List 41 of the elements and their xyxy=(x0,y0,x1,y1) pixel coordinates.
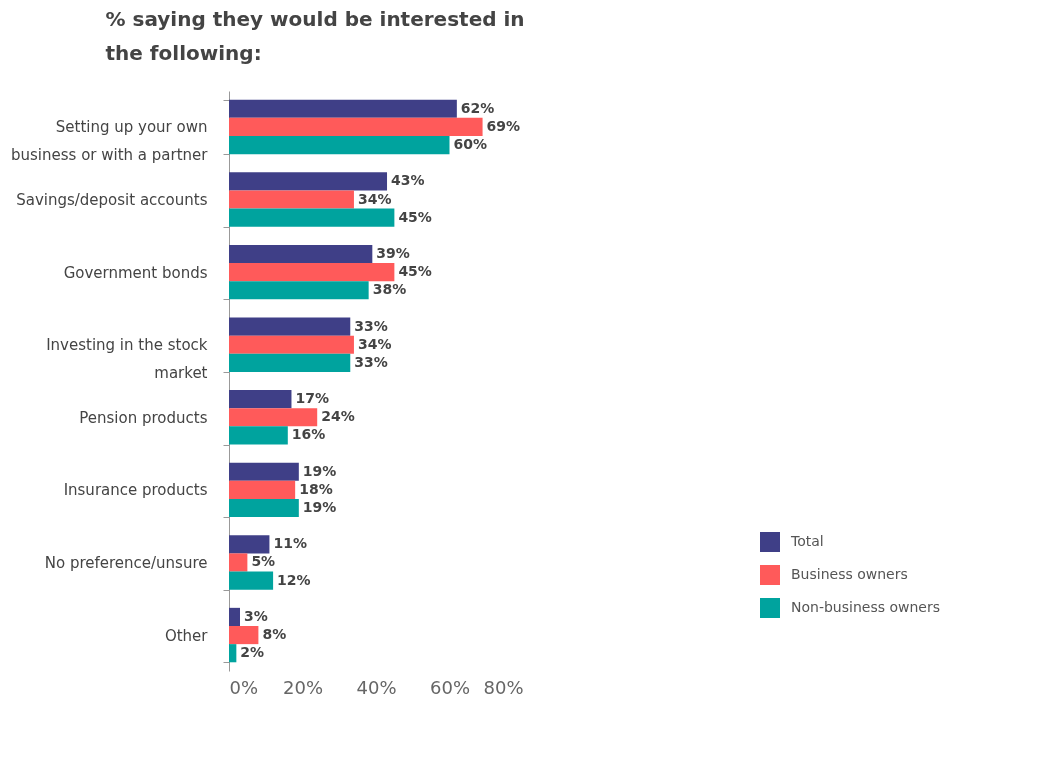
data-label: 33% xyxy=(354,317,388,334)
data-label: 45% xyxy=(398,263,432,280)
data-label: 16% xyxy=(291,426,326,443)
data-label: 3% xyxy=(244,607,268,624)
data-label: 5% xyxy=(251,553,276,570)
x-tick-label: 40% xyxy=(356,676,397,698)
y-tick-label: Pension products xyxy=(79,408,208,427)
y-tick-label: Insurance products xyxy=(63,481,208,500)
data-label: 39% xyxy=(376,244,410,261)
data-label: 45% xyxy=(398,208,432,225)
x-tick-label: 80% xyxy=(483,676,524,698)
y-tick-label: Setting up your own business or with a partner xyxy=(11,118,209,165)
legend-label: Business owners xyxy=(791,566,908,582)
data-label: 34% xyxy=(357,335,392,352)
legend-label: Total xyxy=(790,533,824,549)
data-label: 34% xyxy=(357,190,392,207)
y-tick-label: Investing in the stock market xyxy=(46,336,208,383)
chart-title: % saying they would be interested in the following: xyxy=(105,7,525,65)
y-tick-label: No preference/unsure xyxy=(44,553,208,572)
data-label: 19% xyxy=(302,462,337,479)
y-tick-label: Government bonds xyxy=(63,263,208,282)
y-tick-label: Savings/deposit accounts xyxy=(16,191,208,210)
data-label: 62% xyxy=(460,99,495,116)
data-label: 43% xyxy=(391,172,425,189)
data-label: 2% xyxy=(240,644,265,661)
data-label: 60% xyxy=(453,136,488,153)
y-tick-label: Other xyxy=(164,626,209,645)
x-tick-label: 0% xyxy=(229,676,259,698)
data-label: 24% xyxy=(321,408,355,425)
data-label: 38% xyxy=(372,281,407,298)
data-label: 19% xyxy=(302,499,337,516)
x-tick-label: 20% xyxy=(282,676,324,698)
legend-label: Non-business owners xyxy=(791,599,940,615)
data-label: 12% xyxy=(277,571,311,588)
data-label: 33% xyxy=(354,353,388,370)
x-tick-label: 60% xyxy=(429,676,471,698)
data-label: 18% xyxy=(299,480,333,497)
data-label: 17% xyxy=(295,390,329,407)
data-label: 69% xyxy=(486,117,521,134)
data-label: 11% xyxy=(273,535,307,552)
data-label: 8% xyxy=(262,626,287,643)
